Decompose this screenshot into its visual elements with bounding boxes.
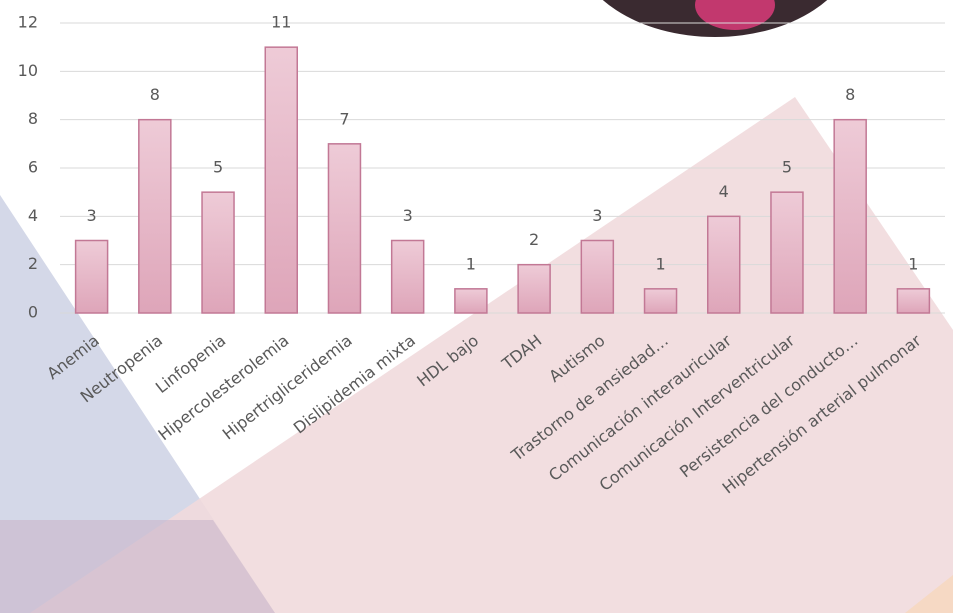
bar	[327, 143, 362, 314]
value-label: 4	[719, 182, 729, 201]
bar	[707, 215, 741, 314]
bar	[454, 288, 488, 314]
value-label: 8	[845, 85, 855, 104]
y-tick-label: 0	[28, 303, 38, 322]
y-tick-label: 12	[18, 13, 38, 32]
bar	[833, 118, 867, 314]
value-label: 1	[908, 254, 918, 273]
y-tick-label: 2	[28, 254, 38, 273]
value-label: 11	[271, 13, 291, 32]
y-tick-label: 10	[18, 61, 38, 80]
bar	[643, 288, 678, 314]
bar	[74, 239, 109, 314]
overlap-shape	[0, 520, 275, 613]
value-label: 7	[339, 109, 349, 128]
photo-detail	[695, 0, 775, 30]
bar	[138, 118, 172, 314]
peach-shape	[905, 575, 953, 613]
value-label: 1	[655, 254, 665, 273]
bar	[770, 191, 804, 314]
value-label: 8	[150, 85, 160, 104]
value-label: 3	[403, 206, 413, 225]
value-label: 5	[782, 158, 792, 177]
y-tick-label: 8	[28, 109, 38, 128]
bar	[517, 263, 551, 314]
value-label: 3	[592, 206, 602, 225]
bar	[264, 46, 298, 314]
value-label: 3	[87, 206, 97, 225]
bar	[580, 239, 615, 314]
bar	[201, 191, 235, 314]
y-tick-label: 6	[28, 158, 38, 177]
y-tick-label: 4	[28, 206, 38, 225]
bar	[896, 288, 931, 314]
value-label: 1	[466, 254, 476, 273]
bar	[390, 239, 425, 314]
value-label: 2	[529, 230, 539, 249]
value-label: 5	[213, 158, 223, 177]
